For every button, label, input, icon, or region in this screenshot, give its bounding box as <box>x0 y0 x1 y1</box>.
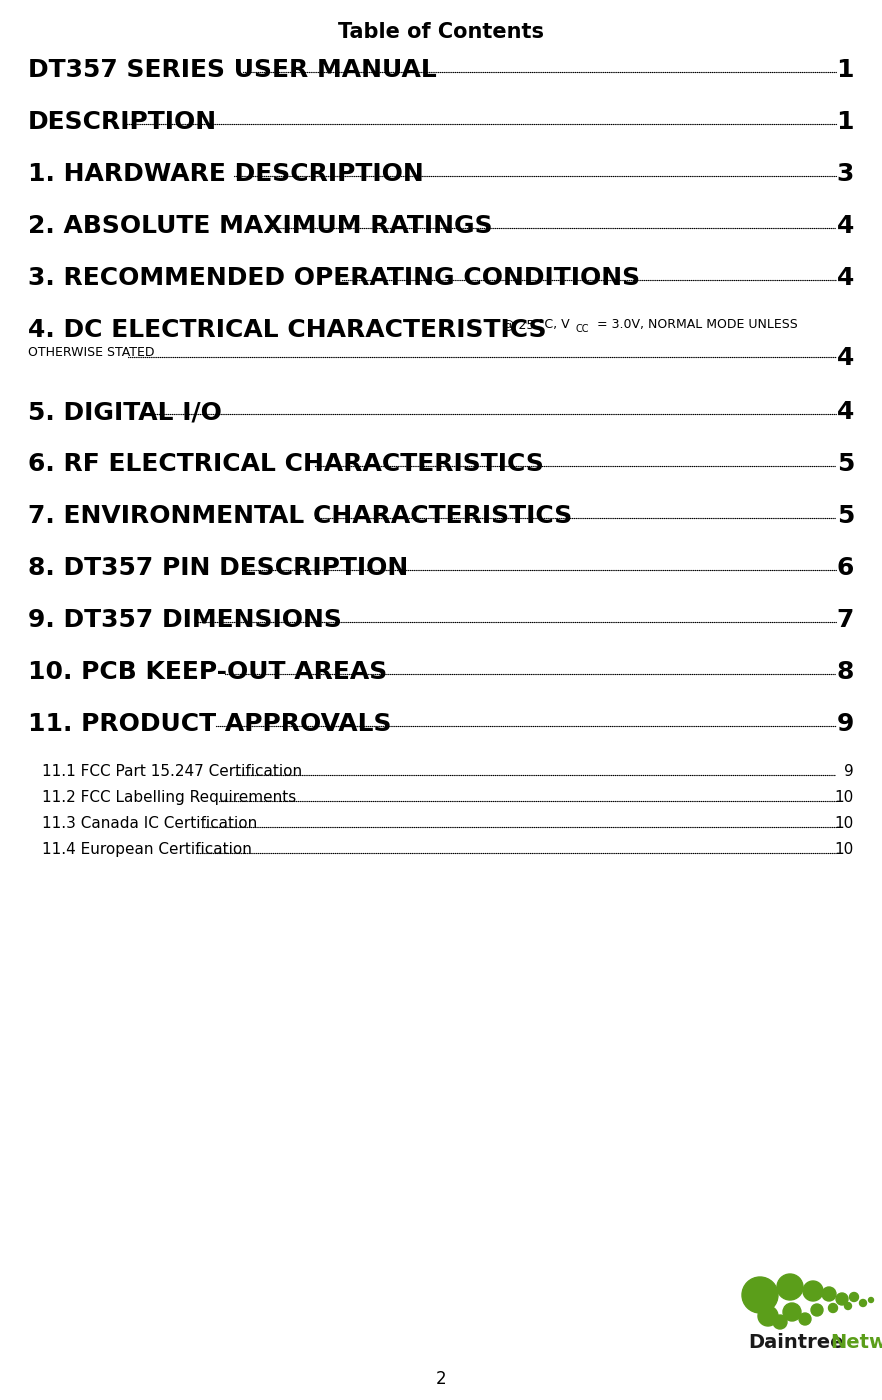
Circle shape <box>811 1303 823 1316</box>
Circle shape <box>777 1274 803 1301</box>
Text: DT357 SERIES USER MANUAL: DT357 SERIES USER MANUAL <box>28 57 437 83</box>
Text: 9. DT357 DIMENSIONS: 9. DT357 DIMENSIONS <box>28 608 342 631</box>
Text: 9: 9 <box>837 713 854 736</box>
Text: 11.1 FCC Part 15.247 Certification: 11.1 FCC Part 15.247 Certification <box>42 764 303 778</box>
Circle shape <box>869 1298 873 1302</box>
Text: 5: 5 <box>837 504 854 528</box>
Text: Networks: Networks <box>830 1333 882 1352</box>
Text: °C, V: °C, V <box>538 318 570 330</box>
Circle shape <box>799 1313 811 1324</box>
Circle shape <box>783 1303 801 1322</box>
Text: 11.2 FCC Labelling Requirements: 11.2 FCC Labelling Requirements <box>42 790 296 805</box>
Text: 8. DT357 PIN DESCRIPTION: 8. DT357 PIN DESCRIPTION <box>28 556 408 580</box>
Circle shape <box>822 1287 836 1301</box>
Circle shape <box>828 1303 838 1313</box>
Circle shape <box>773 1315 787 1329</box>
Text: 4: 4 <box>837 346 854 370</box>
Text: 7. ENVIRONMENTAL CHARACTERISTICS: 7. ENVIRONMENTAL CHARACTERISTICS <box>28 504 572 528</box>
Circle shape <box>859 1299 866 1306</box>
Text: CC: CC <box>575 323 588 335</box>
Text: 11.4 European Certification: 11.4 European Certification <box>42 841 252 857</box>
Text: 11. PRODUCT APPROVALS: 11. PRODUCT APPROVALS <box>28 713 392 736</box>
Text: 7: 7 <box>837 608 854 631</box>
Text: Table of Contents: Table of Contents <box>338 22 544 42</box>
Circle shape <box>849 1292 858 1302</box>
Text: 4. DC ELECTRICAL CHARACTERISTICS: 4. DC ELECTRICAL CHARACTERISTICS <box>28 318 547 342</box>
Text: 5: 5 <box>837 452 854 476</box>
Text: 4: 4 <box>837 400 854 424</box>
Text: 1: 1 <box>836 57 854 83</box>
Text: 9: 9 <box>844 764 854 778</box>
Text: 10: 10 <box>834 816 854 832</box>
Circle shape <box>836 1294 848 1305</box>
Text: 3. RECOMMENDED OPERATING CONDITIONS: 3. RECOMMENDED OPERATING CONDITIONS <box>28 266 640 290</box>
Text: 6: 6 <box>837 556 854 580</box>
Text: 10: 10 <box>834 790 854 805</box>
Circle shape <box>844 1302 851 1309</box>
Text: 6. RF ELECTRICAL CHARACTERISTICS: 6. RF ELECTRICAL CHARACTERISTICS <box>28 452 544 476</box>
Circle shape <box>803 1281 823 1301</box>
Text: 10: 10 <box>834 841 854 857</box>
Text: 8: 8 <box>837 659 854 685</box>
Circle shape <box>758 1306 778 1326</box>
Text: 10. PCB KEEP-OUT AREAS: 10. PCB KEEP-OUT AREAS <box>28 659 387 685</box>
Text: 1: 1 <box>836 111 854 134</box>
Text: 11.3 Canada IC Certification: 11.3 Canada IC Certification <box>42 816 258 832</box>
Text: DESCRIPTION: DESCRIPTION <box>28 111 217 134</box>
Text: 2: 2 <box>436 1371 446 1387</box>
Text: 5. DIGITAL I/O: 5. DIGITAL I/O <box>28 400 222 424</box>
Text: OTHERWISE STATED: OTHERWISE STATED <box>28 346 154 358</box>
Text: = 3.0V, NORMAL MODE UNLESS: = 3.0V, NORMAL MODE UNLESS <box>593 318 797 330</box>
Circle shape <box>742 1277 778 1313</box>
Text: @ 25: @ 25 <box>502 318 534 330</box>
Text: 1. HARDWARE DESCRIPTION: 1. HARDWARE DESCRIPTION <box>28 162 423 186</box>
Text: 4: 4 <box>837 266 854 290</box>
Text: 2. ABSOLUTE MAXIMUM RATINGS: 2. ABSOLUTE MAXIMUM RATINGS <box>28 214 493 238</box>
Text: 3: 3 <box>837 162 854 186</box>
Text: 4: 4 <box>837 214 854 238</box>
Text: Daintree: Daintree <box>748 1333 843 1352</box>
